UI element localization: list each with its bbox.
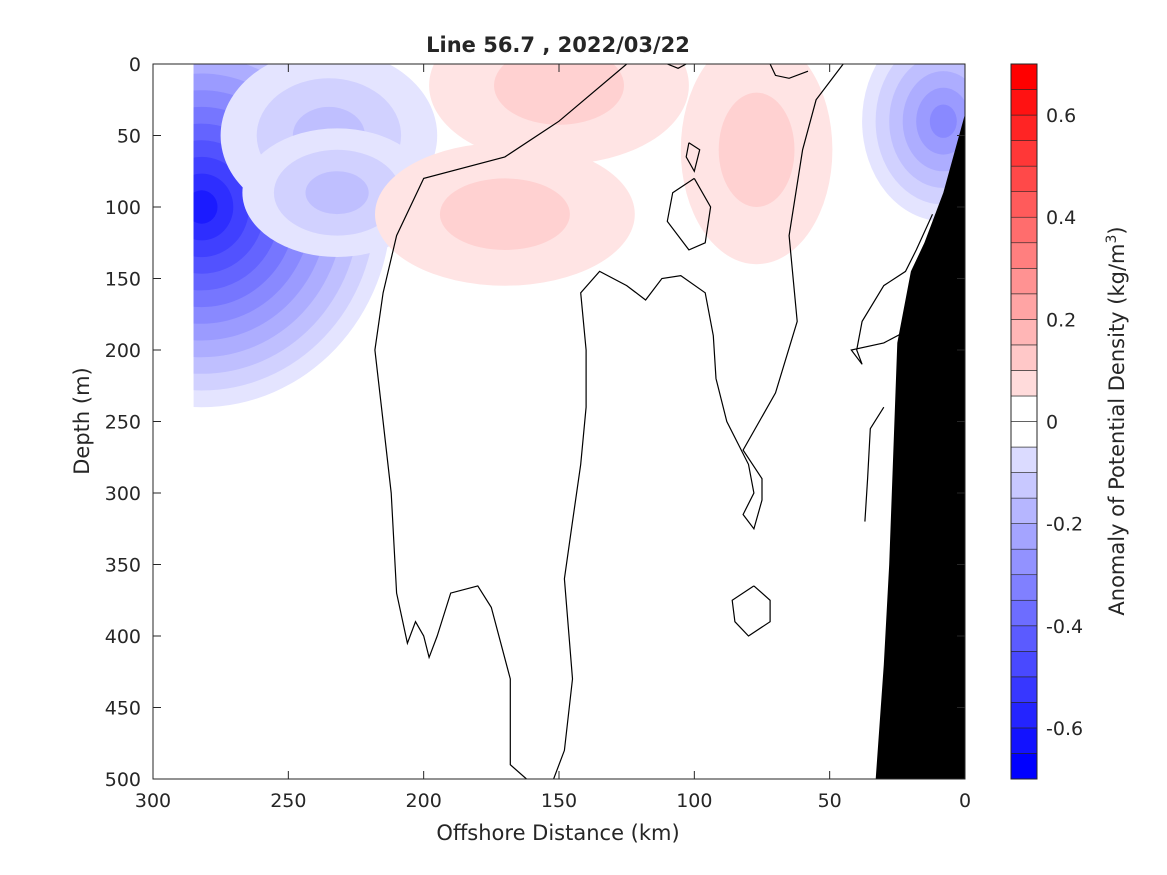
colorbar-tick-label: -0.4 [1046, 616, 1083, 638]
x-axis-label: Offshore Distance (km) [436, 821, 679, 845]
colorbar-frame [1010, 63, 1038, 780]
colorbar-label: Anomaly of Potential Density (kg/m3) [1104, 226, 1129, 615]
y-tick-label: 100 [105, 197, 141, 219]
colorbar-band [1010, 140, 1038, 167]
y-tick-label: 300 [105, 483, 141, 505]
colorbar-band [1010, 702, 1038, 729]
zero-contour-line [553, 64, 844, 779]
y-tick-label: 400 [105, 626, 141, 648]
colorbar-tick-label: -0.6 [1046, 718, 1083, 740]
y-tick-label: 450 [105, 698, 141, 720]
colorbar-band [1010, 599, 1038, 627]
y-tick-label: 250 [105, 412, 141, 434]
x-tick-label: 200 [406, 790, 442, 812]
colorbar-band [1010, 165, 1038, 192]
zero-contour-line [769, 64, 809, 79]
y-axis-label: Depth (m) [70, 367, 94, 474]
colorbar-band [1010, 89, 1038, 116]
colorbar: 0.6 0.4 0.2 0 -0.2 -0.4 -0.6 Anomaly of Potent… [1010, 63, 1129, 780]
x-tick-label: 100 [676, 790, 712, 812]
y-tick-label: 150 [105, 269, 141, 291]
anomaly-level-positive-anomaly-subsurface [439, 178, 570, 250]
y-axis-ticks: 0 50 100 150 200 250 300 350 400 450 500 [105, 54, 965, 791]
colorbar-band [1010, 523, 1038, 550]
colorbar-tick-label: 0.2 [1046, 309, 1076, 331]
anomaly-field [193, 64, 965, 408]
anomaly-level-negative-anomaly-inshore [929, 104, 957, 138]
colorbar-band [1010, 319, 1038, 346]
colorbar-band [1010, 651, 1038, 678]
y-tick-label: 50 [117, 126, 141, 148]
x-tick-label: 50 [818, 790, 842, 812]
x-tick-label: 150 [541, 790, 577, 812]
anomaly-level-positive-anomaly-surface [494, 64, 624, 125]
zero-contour-line [864, 406, 885, 522]
colorbar-label-suffix: ) [1105, 226, 1129, 234]
colorbar-band [1010, 370, 1038, 397]
colorbar-band [1010, 446, 1038, 473]
colorbar-band [1010, 421, 1038, 448]
zero-contour-line [666, 177, 712, 251]
x-axis-ticks: 300 250 200 150 100 50 0 [135, 64, 971, 812]
zero-contour-line [850, 213, 934, 365]
colorbar-tick-label: 0.4 [1046, 207, 1076, 229]
colorbar-band [1010, 114, 1038, 141]
anomaly-level-negative-anomaly-core-offshore [193, 190, 218, 224]
zero-contour-line [685, 142, 701, 173]
colorbar-band [1010, 727, 1038, 754]
y-tick-label: 500 [105, 769, 141, 791]
colorbar-band [1010, 497, 1038, 524]
x-tick-label: 250 [270, 790, 306, 812]
colorbar-band [1010, 63, 1038, 90]
colorbar-label-prefix: Anomaly of Potential Density (kg/m [1105, 244, 1129, 616]
colorbar-band [1010, 344, 1038, 371]
colorbar-bands [1010, 63, 1038, 780]
colorbar-band [1010, 216, 1038, 244]
colorbar-band [1010, 574, 1038, 601]
anomaly-level-positive-anomaly-nearshore [718, 92, 795, 207]
colorbar-band [1010, 472, 1038, 499]
plot-area: 300 250 200 150 100 50 0 050100150200250300350… [105, 54, 971, 812]
colorbar-band [1010, 395, 1038, 422]
y-tick-label: 0 [129, 54, 141, 76]
x-tick-label: 300 [135, 790, 171, 812]
colorbar-band [1010, 242, 1038, 269]
zero-contour-line [731, 585, 771, 637]
colorbar-tick-label: 0 [1046, 412, 1058, 434]
colorbar-band [1010, 191, 1038, 218]
bathymetry-shelf [875, 114, 965, 780]
zero-contour-line [667, 64, 687, 69]
x-tick-label: 0 [959, 790, 971, 812]
anomaly-level-negative-anomaly-offshore-secondary-deep [305, 171, 369, 215]
zero-contour-line [374, 64, 628, 779]
colorbar-band [1010, 676, 1038, 703]
colorbar-band [1010, 293, 1038, 320]
zero-contours [374, 64, 934, 779]
colorbar-tick-label: -0.2 [1046, 514, 1083, 536]
colorbar-band [1010, 625, 1038, 652]
colorbar-band [1010, 753, 1038, 780]
colorbar-band [1010, 267, 1038, 295]
y-tick-label: 350 [105, 555, 141, 577]
colorbar-band [1010, 548, 1038, 576]
colorbar-tick-label: 0.6 [1046, 105, 1076, 127]
colorbar-ticks: 0.6 0.4 0.2 0 -0.2 -0.4 -0.6 [1046, 105, 1083, 740]
colorbar-label-exponent: 3 [1104, 235, 1120, 244]
chart-title: Line 56.7 , 2022/03/22 [426, 33, 690, 57]
y-tick-label: 200 [105, 340, 141, 362]
